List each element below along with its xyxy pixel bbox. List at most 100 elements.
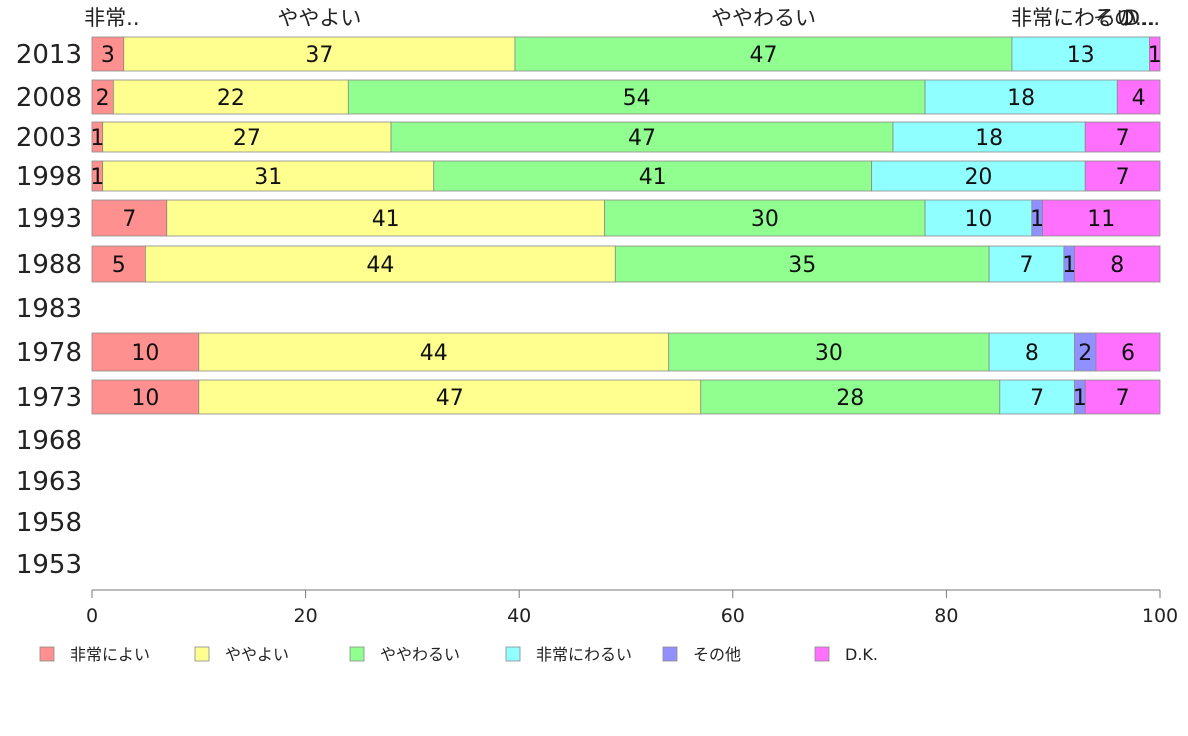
bar-segment bbox=[166, 199, 606, 237]
bar-segment bbox=[112, 79, 349, 115]
category-label: 1973 bbox=[16, 383, 82, 413]
data-label: 7 bbox=[1116, 165, 1130, 190]
data-label: 54 bbox=[623, 86, 651, 111]
bar-segment bbox=[1042, 199, 1161, 237]
data-label: 10 bbox=[131, 386, 159, 411]
data-label: 1 bbox=[1073, 386, 1087, 411]
data-label: 7 bbox=[1116, 126, 1130, 151]
category-label: 1968 bbox=[16, 426, 82, 456]
data-label: 4 bbox=[1132, 86, 1146, 111]
legend-swatch bbox=[814, 646, 830, 662]
data-label: 1 bbox=[1148, 43, 1162, 68]
data-label: 44 bbox=[366, 253, 394, 278]
bar-segment bbox=[91, 36, 125, 72]
data-label: 10 bbox=[964, 207, 992, 232]
bar-segment bbox=[924, 79, 1118, 115]
data-label: 7 bbox=[1030, 386, 1044, 411]
data-label: 1 bbox=[1062, 253, 1076, 278]
x-tick-label: 80 bbox=[934, 605, 958, 627]
data-label: 1 bbox=[90, 165, 104, 190]
top-series-label: 非常.. bbox=[84, 6, 139, 30]
bar-segment bbox=[390, 121, 894, 153]
bar-row: 7 41 30 10 1 11 bbox=[91, 199, 1161, 237]
category-labels: 2013 2008 2003 1998 1993 1988 1983 1978 1973 1968… bbox=[16, 40, 82, 580]
bar-segment bbox=[91, 245, 146, 283]
legend-label: 非常によい bbox=[70, 645, 150, 664]
bar-segment bbox=[91, 332, 200, 372]
data-label: 1 bbox=[1030, 207, 1044, 232]
legend-swatch bbox=[505, 646, 521, 662]
x-tick-label: 100 bbox=[1142, 605, 1178, 627]
top-series-label: D... bbox=[1124, 6, 1160, 30]
data-label: 47 bbox=[436, 386, 464, 411]
category-label: 1953 bbox=[16, 550, 82, 580]
x-tick-label: 40 bbox=[507, 605, 531, 627]
bar-segment bbox=[871, 160, 1086, 192]
category-label: 2008 bbox=[16, 83, 82, 113]
legend-label: ややわるい bbox=[380, 645, 460, 664]
bar-segment bbox=[347, 79, 926, 115]
bar-segment bbox=[433, 160, 873, 192]
legend-swatch bbox=[662, 646, 678, 662]
data-label: 18 bbox=[975, 126, 1003, 151]
bar-segment bbox=[1084, 379, 1161, 415]
data-label: 8 bbox=[1025, 341, 1039, 366]
bar-row: 10 44 30 8 2 6 bbox=[91, 332, 1161, 372]
data-label: 2 bbox=[96, 86, 110, 111]
bar-segment bbox=[514, 36, 1013, 72]
bar-segment bbox=[123, 36, 516, 72]
data-label: 37 bbox=[305, 43, 333, 68]
data-label: 13 bbox=[1067, 43, 1095, 68]
category-label: 2003 bbox=[16, 123, 82, 153]
legend-label: その他 bbox=[693, 645, 741, 664]
bar-row: 1 31 41 20 7 bbox=[90, 160, 1161, 192]
bar-segment bbox=[700, 379, 1001, 415]
bar-segment bbox=[198, 332, 670, 372]
data-label: 27 bbox=[233, 126, 261, 151]
x-tick-label: 20 bbox=[294, 605, 318, 627]
legend-swatch bbox=[39, 646, 55, 662]
x-tick-label: 0 bbox=[86, 605, 98, 627]
bar-segment bbox=[1084, 160, 1161, 192]
top-series-label: その... bbox=[1093, 6, 1155, 30]
bar-segment bbox=[1074, 245, 1161, 283]
data-label: 30 bbox=[815, 341, 843, 366]
data-label: 28 bbox=[836, 386, 864, 411]
bar-segment bbox=[924, 199, 1033, 237]
legend-label: D.K. bbox=[845, 645, 878, 664]
bar-segment bbox=[91, 379, 200, 415]
bar-row: 3 37 47 13 1 bbox=[91, 36, 1162, 72]
category-label: 1988 bbox=[16, 250, 82, 280]
x-axis: 0 20 40 60 80 100 bbox=[86, 589, 1178, 627]
top-series-label: ややよい bbox=[277, 6, 361, 30]
data-label: 47 bbox=[749, 43, 777, 68]
bar-segment bbox=[91, 199, 168, 237]
data-label: 41 bbox=[639, 165, 667, 190]
category-label: 1993 bbox=[16, 204, 82, 234]
legend-swatch bbox=[194, 646, 210, 662]
data-label: 35 bbox=[788, 253, 816, 278]
bar-segment bbox=[604, 199, 926, 237]
data-label: 20 bbox=[964, 165, 992, 190]
bar-row: 1 27 47 18 7 bbox=[90, 121, 1161, 153]
category-label: 2013 bbox=[16, 40, 82, 70]
bar-segment bbox=[1149, 36, 1161, 72]
x-tick-label: 60 bbox=[721, 605, 745, 627]
category-label: 1978 bbox=[16, 338, 82, 368]
bars: 3 37 47 13 12 22 54 18 41 27 47 18 71 31 41 20 77 41 30 10 1… bbox=[90, 36, 1162, 415]
data-label: 3 bbox=[101, 43, 115, 68]
legend-label: 非常にわるい bbox=[536, 645, 632, 664]
data-label: 10 bbox=[131, 341, 159, 366]
data-label: 31 bbox=[254, 165, 282, 190]
top-series-label: ややわるい bbox=[711, 6, 816, 30]
data-label: 18 bbox=[1007, 86, 1035, 111]
data-label: 41 bbox=[372, 207, 400, 232]
data-label: 8 bbox=[1110, 253, 1124, 278]
bar-row: 2 22 54 18 4 bbox=[91, 79, 1161, 115]
legend-label: ややよい bbox=[225, 645, 289, 664]
bar-segment bbox=[1011, 36, 1150, 72]
bar-segment bbox=[102, 160, 435, 192]
bar-row: 10 47 28 7 1 7 bbox=[91, 379, 1161, 415]
data-label: 7 bbox=[1116, 386, 1130, 411]
